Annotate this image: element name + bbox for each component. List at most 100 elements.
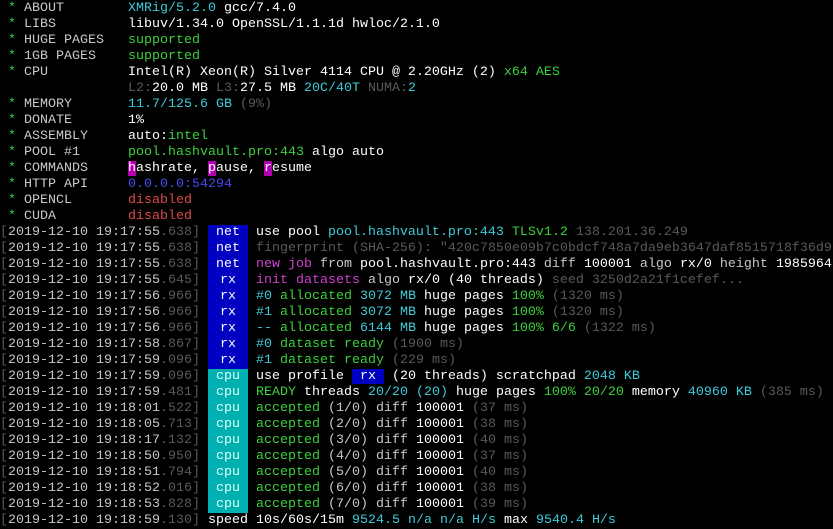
summary-value: libuv/1.34.0 OpenSSL/1.1.1d hwloc/2.1.0: [128, 17, 440, 32]
summary-value: ashrate,: [136, 161, 208, 176]
timestamp-bracket: ]: [191, 369, 208, 384]
summary-value: ause,: [215, 161, 264, 176]
log-message: memory: [623, 385, 680, 400]
timestamp-bracket: ]: [191, 401, 208, 416]
summary-value: Intel(R) Xeon(R) Silver 4114 CPU @ 2.20G…: [128, 65, 496, 80]
summary-value: r: [263, 161, 272, 176]
log-message: 100% 6/6: [503, 321, 576, 336]
log-message: (37 ms): [463, 449, 528, 464]
log-message: (7/0) diff: [319, 497, 416, 512]
timestamp-date: 2019-12-10 19:17:55: [8, 273, 160, 288]
log-row: [2019-12-10 19:17:59.481] cpu READY thre…: [0, 385, 833, 401]
log-message: 100001: [415, 465, 464, 480]
log-message: (37 ms): [463, 401, 528, 416]
summary-value: supported: [128, 33, 200, 48]
log-message: 100001: [415, 481, 464, 496]
log-message: huge pages: [415, 321, 504, 336]
summary-value: 2: [408, 81, 416, 96]
timestamp-bracket: [: [0, 449, 8, 464]
log-message: use profile: [255, 369, 352, 384]
summary-label: ABOUT: [24, 1, 64, 16]
summary-row: * DONATE 1%: [0, 113, 833, 129]
log-message: 3072 MB: [351, 289, 416, 304]
summary-label: POOL #1: [24, 145, 80, 160]
bullet-star-icon: *: [0, 129, 24, 144]
timestamp-bracket: ]: [191, 289, 208, 304]
log-message: (38 ms): [463, 417, 528, 432]
log-message: 6144 MB: [351, 321, 416, 336]
timestamp-bracket: [: [0, 513, 8, 528]
log-message: (40 threads): [439, 273, 544, 288]
summary-label: CPU: [24, 65, 48, 80]
log-message: 138.201.36.249: [567, 225, 688, 240]
log-message: huge pages: [415, 289, 504, 304]
log-tag-net: net: [207, 257, 248, 273]
log-message: rx/0: [407, 273, 440, 288]
summary-row: L2:20.0 MB L3:27.5 MB 20C/40T NUMA:2: [0, 81, 833, 97]
log-row: [2019-12-10 19:17:55.638] net use pool p…: [0, 225, 833, 241]
summary-row: * HTTP API 0.0.0.0:54294: [0, 177, 833, 193]
summary-label: OPENCL: [24, 193, 72, 208]
log-message: (1900 ms): [383, 337, 464, 352]
log-row: [2019-12-10 19:17:56.966] rx -- allocate…: [0, 321, 833, 337]
timestamp-bracket: ]: [191, 465, 208, 480]
log-message: (229 ms): [383, 353, 456, 368]
log-message: rx: [351, 369, 384, 384]
timestamp-date: 2019-12-10 19:17:59: [8, 385, 160, 400]
log-row: [2019-12-10 19:18:51.794] cpu accepted (…: [0, 465, 833, 481]
timestamp-ms: .713: [159, 417, 192, 432]
timestamp-bracket: [: [0, 337, 8, 352]
summary-label: MEMORY: [24, 97, 72, 112]
summary-value: L2:: [128, 81, 152, 96]
log-message: 1985964: [775, 257, 832, 272]
log-message: (4/0) diff: [319, 449, 416, 464]
timestamp-bracket: ]: [191, 449, 208, 464]
timestamp-bracket: ]: [191, 321, 208, 336]
summary-row: * ABOUT XMRig/5.2.0 gcc/7.4.0: [0, 1, 833, 17]
log-message: accepted: [255, 401, 320, 416]
log-message: 100%: [503, 289, 544, 304]
log-row: [2019-12-10 19:18:05.713] cpu accepted (…: [0, 417, 833, 433]
log-message: (1/0) diff: [319, 401, 416, 416]
timestamp-bracket: [: [0, 241, 8, 256]
timestamp-date: 2019-12-10 19:18:01: [8, 401, 160, 416]
timestamp-bracket: [: [0, 497, 8, 512]
timestamp-bracket: [: [0, 321, 8, 336]
summary-label: DONATE: [24, 113, 72, 128]
timestamp-date: 2019-12-10 19:18:59: [8, 513, 160, 528]
timestamp-bracket: [: [0, 225, 8, 240]
timestamp-date: 2019-12-10 19:17:56: [8, 305, 160, 320]
timestamp-date: 2019-12-10 19:18:50: [8, 449, 160, 464]
timestamp-bracket: ]: [191, 497, 208, 512]
summary-row: * COMMANDS hashrate, pause, resume: [0, 161, 833, 177]
timestamp-ms: .966: [159, 305, 192, 320]
timestamp-bracket: ]: [191, 433, 208, 448]
log-tag-net: net: [207, 241, 248, 257]
log-message: (3/0) diff: [319, 433, 416, 448]
log-message: (385 ms): [751, 385, 824, 400]
summary-row: * POOL #1 pool.hashvault.pro:443 algo aut…: [0, 145, 833, 161]
summary-label: 1GB PAGES: [24, 49, 96, 64]
timestamp-date: 2019-12-10 19:17:59: [8, 353, 160, 368]
log-message: (38 ms): [463, 481, 528, 496]
log-message: 9524.5: [343, 513, 400, 528]
log-message: allocated: [271, 305, 352, 320]
timestamp-bracket: ]: [191, 305, 208, 320]
timestamp-ms: .645: [159, 273, 192, 288]
timestamp-bracket: [: [0, 273, 8, 288]
summary-value: supported: [128, 49, 200, 64]
bullet-star-icon: *: [0, 17, 24, 32]
log-message: accepted: [255, 481, 320, 496]
log-message: (1320 ms): [543, 305, 624, 320]
summary-value: gcc/7.4.0: [215, 1, 296, 16]
timestamp-bracket: ]: [191, 417, 208, 432]
timestamp-bracket: ]: [191, 337, 208, 352]
summary-value: 0.0.0.0:54294: [128, 177, 232, 192]
log-message: max: [495, 513, 528, 528]
log-message: 10s/60s/15m: [247, 513, 344, 528]
timestamp-bracket: [: [0, 401, 8, 416]
summary-value: p: [207, 161, 216, 176]
log-tag-cpu: cpu: [207, 497, 248, 513]
log-tag-cpu: cpu: [207, 369, 248, 385]
